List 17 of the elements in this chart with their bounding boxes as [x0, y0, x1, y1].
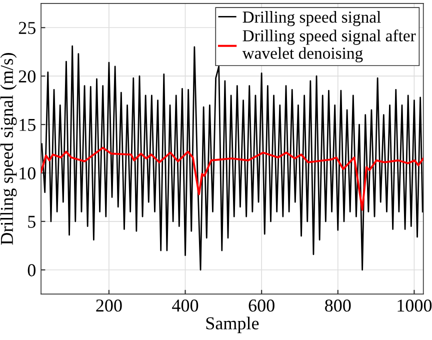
y-tick-label: 25	[18, 22, 36, 34]
x-tick-label: 600	[248, 299, 274, 312]
y-tick-label: 20	[18, 70, 36, 83]
y-axis-title: Drilling speed signal (m/s)	[0, 53, 17, 245]
x-tick-label: 1000	[398, 299, 432, 312]
x-tick-label: 800	[325, 299, 351, 312]
y-tick-label: 10	[20, 167, 36, 180]
y-tick-label: 0	[28, 264, 36, 276]
legend-label: Drilling speed signal	[242, 11, 381, 26]
y-tick-label: 5	[28, 216, 36, 228]
legend-label: Drilling speed signal after wavelet denoising	[242, 29, 416, 62]
line-series	[41, 146, 424, 211]
y-tick-label: 15	[20, 118, 36, 131]
x-tick-label: 400	[172, 299, 198, 312]
x-tick-label: 200	[96, 299, 122, 312]
line-series	[41, 45, 424, 271]
x-axis-title: Sample	[206, 316, 259, 334]
